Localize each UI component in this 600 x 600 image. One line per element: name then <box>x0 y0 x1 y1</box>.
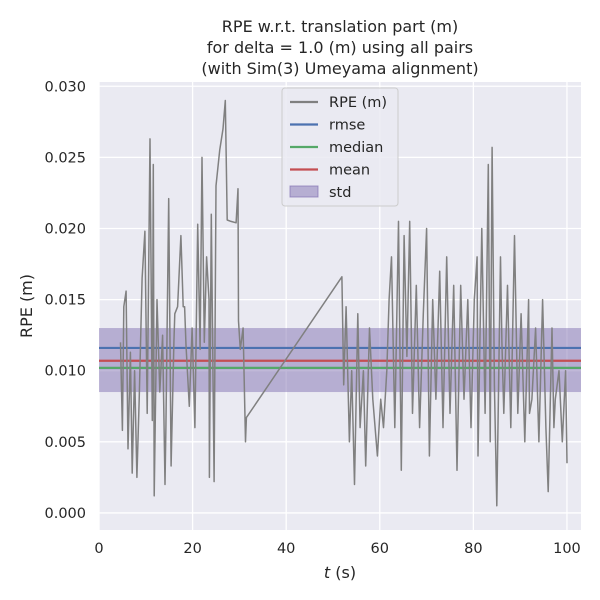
legend-label: median <box>329 140 383 156</box>
legend-label: std <box>329 185 351 201</box>
legend-label: rmse <box>329 118 365 134</box>
y-tick-label: 0.030 <box>44 79 86 95</box>
y-tick-labels: 0.000 0.005 0.010 0.015 0.020 0.025 0.030 <box>44 79 86 522</box>
rpe-series <box>119 99 568 507</box>
legend-box <box>281 87 399 207</box>
y-tick-label: 0.025 <box>44 150 86 166</box>
x-tick-label: 80 <box>464 541 482 557</box>
legend: RPE (m) rmse median mean std <box>281 87 399 207</box>
title-line-2: for delta = 1.0 (m) using all pairs <box>207 38 473 57</box>
stat-lines <box>99 346 581 369</box>
chart-title: RPE w.r.t. translation part (m) for delt… <box>201 17 478 78</box>
y-tick-label: 0.000 <box>44 506 86 522</box>
legend-label: RPE (m) <box>329 95 387 111</box>
x-axis-label-italic: t <box>324 563 331 582</box>
rpe-series-line <box>119 99 568 507</box>
y-tick-label: 0.005 <box>44 435 86 451</box>
title-line-3: (with Sim(3) Umeyama alignment) <box>201 59 478 78</box>
x-axis-label: t (s) <box>324 563 356 582</box>
x-tick-label: 20 <box>183 541 201 557</box>
x-axis-label-unit: (s) <box>330 563 356 582</box>
x-tick-labels: 0 20 40 60 80 100 <box>94 541 580 557</box>
x-tick-label: 0 <box>94 541 103 557</box>
legend-label: mean <box>329 163 370 179</box>
legend-swatch <box>289 185 319 198</box>
x-tick-label: 40 <box>277 541 295 557</box>
y-tick-label: 0.010 <box>44 364 86 380</box>
y-axis-label: RPE (m) <box>17 274 36 338</box>
x-tick-label: 100 <box>553 541 581 557</box>
title-line-1: RPE w.r.t. translation part (m) <box>222 17 458 36</box>
x-tick-label: 60 <box>371 541 389 557</box>
y-tick-label: 0.020 <box>44 221 86 237</box>
y-tick-label: 0.015 <box>44 293 86 309</box>
